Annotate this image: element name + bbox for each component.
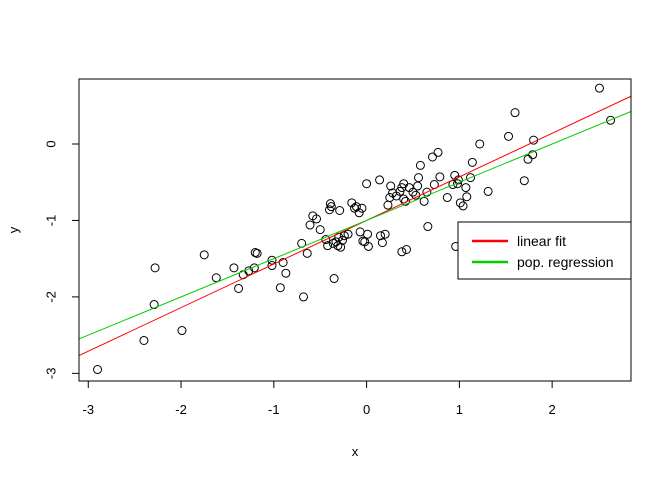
data-point <box>302 248 312 258</box>
data-point <box>422 187 432 197</box>
data-point <box>357 203 367 213</box>
data-point <box>453 179 463 189</box>
data-point <box>234 283 244 293</box>
y-axis: -3 -2 -1 0 <box>43 140 80 380</box>
data-point <box>343 229 353 239</box>
data-point <box>351 202 361 212</box>
x-axis: -3 -2 -1 0 1 2 <box>82 380 556 417</box>
data-point <box>475 139 485 149</box>
data-point <box>281 268 291 278</box>
data-point <box>199 250 209 260</box>
legend-label-linear-fit: linear fit <box>517 233 566 249</box>
data-point <box>401 245 411 254</box>
data-point <box>315 225 325 235</box>
data-point <box>419 196 429 206</box>
data-point <box>453 175 463 185</box>
data-point <box>299 292 309 302</box>
regression-lines <box>78 95 632 356</box>
data-point <box>229 263 239 273</box>
x-tick-label: -2 <box>175 402 187 417</box>
data-point <box>458 201 468 211</box>
data-point <box>336 242 346 252</box>
data-point <box>523 154 533 164</box>
data-point <box>150 263 160 273</box>
data-point <box>519 176 529 186</box>
data-point <box>375 175 385 185</box>
y-tick-label: -3 <box>43 368 58 380</box>
x-tick-label: 1 <box>456 402 463 417</box>
data-point <box>321 235 331 245</box>
data-point <box>363 229 373 239</box>
data-point <box>377 238 387 248</box>
data-point <box>380 229 390 239</box>
data-point <box>177 326 187 336</box>
data-point <box>435 172 445 182</box>
data-point <box>312 214 321 224</box>
y-tick-label: -1 <box>43 215 58 227</box>
x-axis-label: x <box>352 444 359 459</box>
x-tick-label: -3 <box>82 402 94 417</box>
data-point <box>466 173 475 183</box>
data-point <box>386 181 396 191</box>
data-point <box>355 227 365 237</box>
data-point <box>252 248 262 258</box>
points-layer <box>93 83 616 375</box>
data-point <box>278 257 288 267</box>
data-point <box>414 173 424 183</box>
data-point <box>408 187 418 197</box>
data-point <box>462 192 472 202</box>
data-point <box>455 198 465 208</box>
data-point <box>504 131 514 141</box>
data-point <box>594 83 604 93</box>
data-point <box>423 222 433 232</box>
data-point <box>149 300 159 310</box>
data-point <box>442 193 452 203</box>
data-point <box>467 157 477 167</box>
pop-regression-line <box>78 111 632 340</box>
data-point <box>335 206 345 215</box>
data-point <box>93 365 103 375</box>
data-point <box>383 200 393 210</box>
data-point <box>413 181 423 191</box>
y-axis-label: y <box>6 226 21 233</box>
x-tick-label: -1 <box>268 402 280 417</box>
data-point <box>510 108 520 118</box>
data-point <box>211 273 221 283</box>
data-point <box>433 147 443 157</box>
x-tick-label: 0 <box>363 402 370 417</box>
data-point <box>606 115 616 125</box>
data-point <box>329 274 339 284</box>
data-point <box>323 241 333 251</box>
data-point <box>528 150 538 160</box>
legend-box <box>457 221 632 280</box>
data-point <box>427 152 437 162</box>
data-point <box>267 255 277 265</box>
data-point <box>350 203 360 213</box>
data-point <box>337 235 347 245</box>
data-point <box>448 180 458 190</box>
data-point <box>305 220 315 230</box>
linear-fit-line <box>78 95 632 356</box>
data-point <box>267 261 277 271</box>
data-point <box>139 335 149 345</box>
data-point <box>326 202 336 212</box>
data-point <box>362 179 372 189</box>
x-tick-label: 2 <box>549 402 556 417</box>
data-point <box>483 186 493 196</box>
data-point <box>376 231 386 241</box>
y-tick-label: 0 <box>43 140 58 147</box>
data-point <box>354 208 364 218</box>
legend-label-pop-regression: pop. regression <box>517 254 614 270</box>
data-point <box>275 283 285 293</box>
data-point <box>415 160 425 170</box>
data-point <box>363 241 373 251</box>
data-point <box>385 193 395 203</box>
y-tick-label: -2 <box>43 291 58 303</box>
data-point <box>461 183 471 193</box>
data-point <box>397 247 407 257</box>
legend: linear fit pop. regression <box>457 221 632 280</box>
data-point <box>401 196 411 206</box>
